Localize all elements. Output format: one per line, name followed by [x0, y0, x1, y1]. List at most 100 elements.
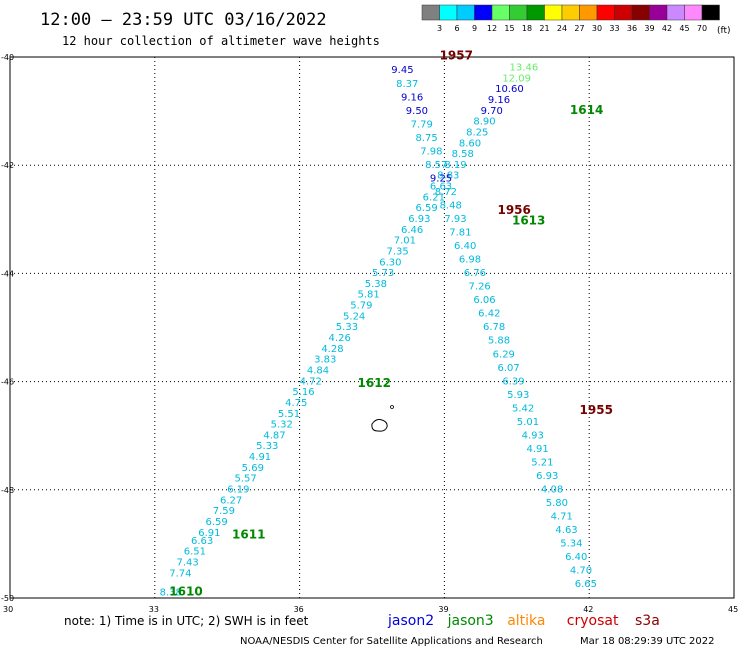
colorbar-swatch [631, 4, 650, 21]
y-tick-label: -42 [1, 161, 14, 170]
time-label: 1955 [580, 403, 613, 417]
wave-height-label: 4.87 [263, 430, 285, 441]
colorbar-label: 70 [697, 24, 707, 33]
time-label: 1957 [440, 49, 473, 63]
colorbar-swatch [596, 4, 615, 21]
legend-entry: altika [507, 613, 545, 629]
wave-height-label: 5.42 [512, 403, 534, 414]
colorbar-swatch [544, 4, 563, 21]
colorbar-label: 33 [609, 24, 619, 33]
wave-height-label: 5.16 [292, 387, 314, 398]
wave-height-label: 7.81 [449, 228, 471, 239]
wave-height-label: 6.29 [493, 349, 515, 360]
colorbar-swatch [526, 4, 545, 21]
wave-height-label: 6.39 [502, 376, 524, 387]
island-dot [390, 405, 394, 409]
wave-height-label: 6.51 [184, 547, 206, 558]
x-tick-label: 45 [728, 605, 738, 614]
wave-height-label: 8.48 [440, 200, 462, 211]
wave-height-label: 4.28 [321, 344, 343, 355]
wave-height-label: 6.30 [379, 257, 401, 268]
wave-height-label: 4.08 [541, 485, 563, 496]
wave-height-label: 8.60 [459, 138, 481, 149]
footer-timestamp: Mar 18 08:29:39 UTC 2022 [580, 636, 715, 647]
time-label: 1956 [497, 203, 530, 217]
wave-height-label: 9.25 [430, 173, 452, 184]
wave-height-label: 6.76 [464, 268, 486, 279]
wave-height-label: 6.46 [401, 225, 423, 236]
wave-height-label: 5.88 [488, 336, 510, 347]
wave-height-label: 6.19 [227, 485, 249, 496]
legend-entry: s3a [635, 613, 660, 629]
x-tick-label: 36 [294, 605, 304, 614]
colorbar-label: 27 [574, 24, 584, 33]
x-tick-label: 30 [3, 605, 13, 614]
wave-height-label: 5.51 [278, 409, 300, 420]
wave-height-label: 4.72 [300, 376, 322, 387]
wave-height-label: 9.16 [401, 92, 423, 103]
colorbar-label: 21 [539, 24, 549, 33]
wave-height-label: 5.93 [507, 390, 529, 401]
colorbar-swatch [509, 4, 528, 21]
wave-height-label: 7.59 [213, 506, 235, 517]
colorbar-swatch [561, 4, 580, 21]
wave-height-label: 8.38 [160, 587, 182, 598]
colorbar-label: 36 [627, 24, 637, 33]
wave-height-label: 5.73 [372, 268, 394, 279]
wave-height-label: 5.33 [336, 322, 358, 333]
wave-height-label: 4.75 [285, 398, 307, 409]
wave-height-label: 7.43 [177, 558, 199, 569]
wave-height-label: 7.93 [444, 214, 466, 225]
wave-height-label: 4.84 [307, 365, 329, 376]
colorbar-label: 15 [504, 24, 514, 33]
colorbar-swatch [439, 4, 458, 21]
colorbar-unit: (ft) [717, 26, 731, 36]
colorbar-swatch [684, 4, 703, 21]
wave-height-label: 8.19 [444, 160, 466, 171]
time-label: 1614 [570, 103, 603, 117]
colorbar-swatch [456, 4, 475, 21]
wave-height-label: 7.26 [469, 282, 491, 293]
wave-height-label: 5.38 [365, 279, 387, 290]
wave-height-label: 6.21 [423, 192, 445, 203]
colorbar-label: 45 [679, 24, 689, 33]
island-outline [371, 419, 388, 432]
wave-height-label: 7.35 [386, 246, 408, 257]
wave-height-label: 4.91 [249, 452, 271, 463]
wave-height-label: 6.93 [536, 471, 558, 482]
legend-entry: cryosat [567, 613, 619, 629]
legend-entry: jason2 [387, 613, 434, 629]
wave-height-label: 4.70 [570, 566, 592, 577]
colorbar-label: 9 [472, 24, 477, 33]
x-tick-label: 39 [438, 605, 448, 614]
wave-height-label: 6.98 [459, 255, 481, 266]
wave-height-label: 8.75 [415, 133, 437, 144]
wave-height-label: 6.59 [415, 203, 437, 214]
wave-height-label: 7.74 [169, 568, 191, 579]
time-label: 1613 [512, 214, 545, 228]
wave-height-label: 6.93 [408, 214, 430, 225]
y-tick-label: -40 [1, 53, 14, 62]
colorbar-swatch [614, 4, 633, 21]
axis-ticks: 30 33 36 39 42 45 -40 -42 -44 -46 -48 -50 [1, 53, 738, 614]
wave-height-label: 5.57 [234, 474, 256, 485]
plot-border [9, 56, 735, 599]
y-tick-label: -44 [1, 269, 14, 278]
time-label: 1610 [169, 584, 202, 598]
time-label: 1612 [358, 376, 391, 390]
wave-height-label: 4.26 [329, 333, 351, 344]
wave-height-label: 9.16 [488, 95, 510, 106]
x-tick-label: 42 [583, 605, 593, 614]
chart-title: 12:00 – 23:59 UTC 03/16/2022 [40, 10, 327, 30]
wave-height-label: 10.60 [495, 84, 524, 95]
wave-height-label: 6.27 [220, 495, 242, 506]
y-tick-label: -46 [1, 378, 14, 387]
plot-area: 30 33 36 39 42 45-40-42-44-46-48-50 8.387.747… [1, 49, 738, 614]
colorbar-label: 6 [454, 24, 459, 33]
wave-height-label: 6.63 [430, 182, 452, 193]
wave-height-label: 6.59 [205, 517, 227, 528]
y-tick-label: -48 [1, 486, 14, 495]
grid [10, 57, 734, 598]
wave-height-label: 8.58 [452, 149, 474, 160]
